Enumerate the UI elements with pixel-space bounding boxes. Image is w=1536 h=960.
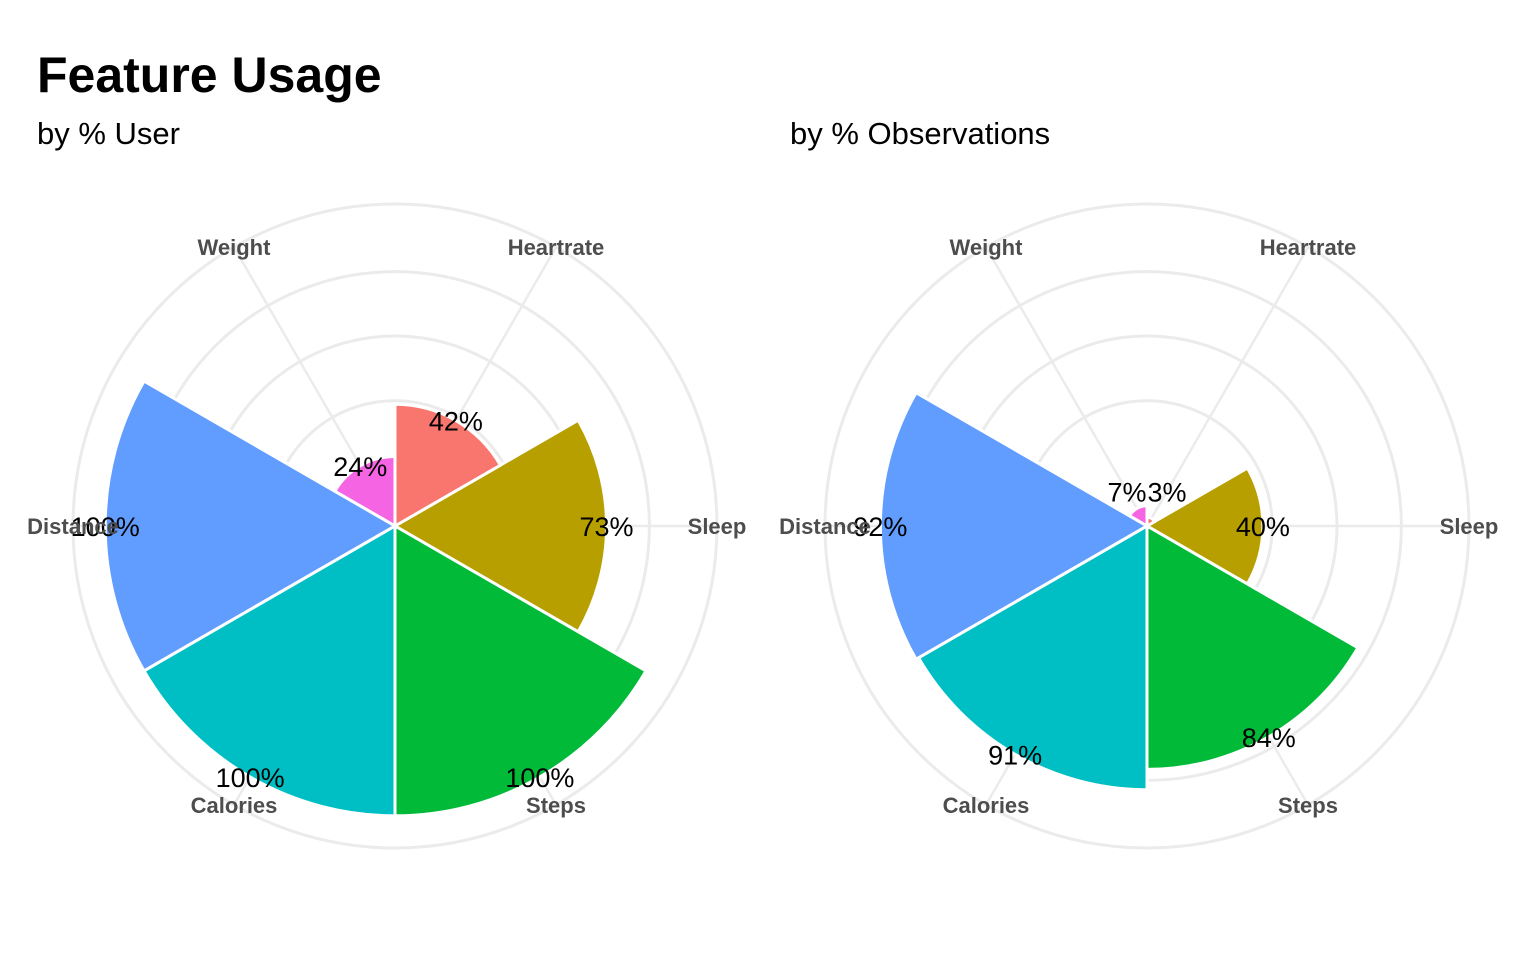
value-labels: 40% 3%7% 92% 91% 84% xyxy=(853,477,1295,770)
sector-weight xyxy=(332,454,397,529)
sector-calories xyxy=(141,523,397,818)
sectors xyxy=(878,390,1360,792)
category-label-heartrate: Heartrate xyxy=(1260,235,1357,260)
value-label-sleep: 73% xyxy=(580,512,634,542)
category-label-calories: Calories xyxy=(943,793,1030,818)
value-labels: 73% 42% 24% 100% 100% 100% xyxy=(71,407,634,793)
value-label-distance: 92% xyxy=(853,512,907,542)
sector-calories xyxy=(916,523,1149,792)
category-label-sleep: Sleep xyxy=(688,514,747,539)
category-label-steps: Steps xyxy=(526,793,586,818)
left-panel-subtitle: by % User xyxy=(37,116,180,151)
sector-steps xyxy=(393,523,649,818)
right-panel-subtitle: by % Observations xyxy=(790,116,1051,151)
sector-heartrate xyxy=(393,402,503,529)
left-polar-chart: 73% 42% 24% 100% 100% 100% Sleep Heartrate Weigh… xyxy=(27,202,746,850)
right-polar-chart: 40% 3%7% 92% 91% 84% Sleep Heartrate Weight Dist… xyxy=(779,202,1498,850)
value-label-steps: 84% xyxy=(1242,723,1296,753)
sectors xyxy=(103,379,649,818)
grid-spoke xyxy=(1145,246,1310,527)
category-label-heartrate: Heartrate xyxy=(508,235,605,260)
sector-steps xyxy=(1145,523,1360,771)
category-labels: Sleep Heartrate Weight Distance Calories Step… xyxy=(779,235,1498,818)
value-label-weight: 7% xyxy=(1107,477,1146,507)
value-label-heartrate: 3% xyxy=(1147,477,1186,507)
value-label-calories: 91% xyxy=(988,740,1042,770)
category-label-weight: Weight xyxy=(950,235,1024,260)
category-label-sleep: Sleep xyxy=(1440,514,1499,539)
sector-sleep xyxy=(1143,465,1265,587)
value-label-heartrate: 42% xyxy=(429,407,483,437)
value-label-weight: 24% xyxy=(333,452,387,482)
category-label-distance: Distance xyxy=(27,514,119,539)
category-labels: Sleep Heartrate Weight Distance Calories Step… xyxy=(27,235,746,818)
sector-distance xyxy=(878,390,1150,662)
value-label-distance: 100% xyxy=(71,512,140,542)
category-label-steps: Steps xyxy=(1278,793,1338,818)
sector-distance xyxy=(103,379,398,673)
value-label-calories: 100% xyxy=(216,763,285,793)
category-label-weight: Weight xyxy=(198,235,272,260)
chart-title: Feature Usage xyxy=(37,47,382,103)
sector-sleep xyxy=(392,418,608,634)
grid-spoke xyxy=(984,246,1149,527)
category-label-distance: Distance xyxy=(779,514,871,539)
value-label-steps: 100% xyxy=(505,763,574,793)
category-label-calories: Calories xyxy=(191,793,278,818)
value-label-sleep: 40% xyxy=(1236,512,1290,542)
